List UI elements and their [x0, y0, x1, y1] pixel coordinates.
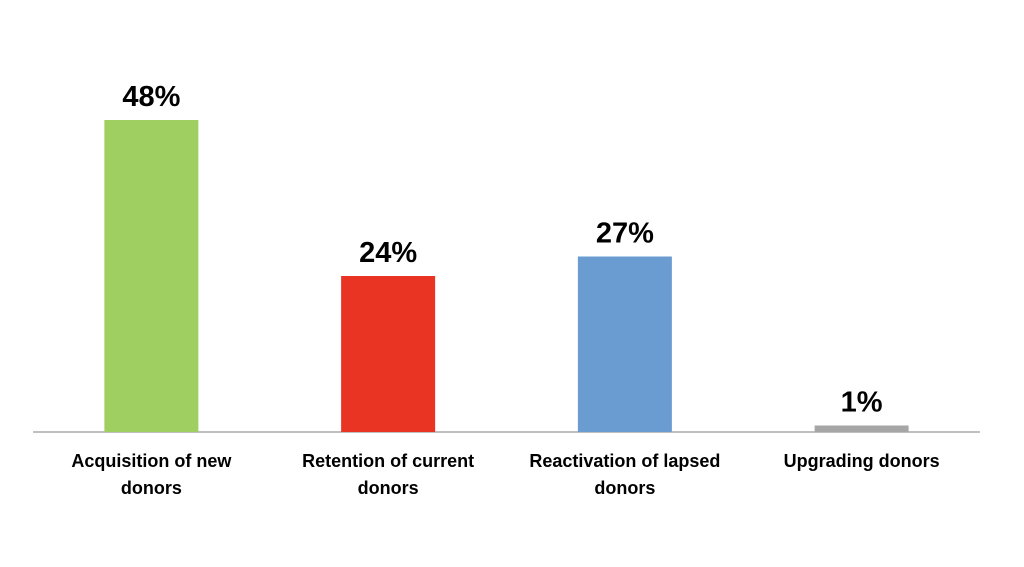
x-tick-label: Reactivation of lapsed donors: [529, 451, 721, 498]
x-tick-label: Upgrading donors: [783, 451, 940, 471]
value-label: 27%: [596, 218, 654, 250]
x-tick-label: Retention of current donors: [302, 451, 475, 498]
bar: [814, 425, 909, 432]
value-label: 24%: [359, 237, 417, 269]
value-label: 1%: [841, 387, 883, 419]
bar: [341, 276, 436, 432]
bar: [104, 120, 199, 432]
bar: [577, 256, 672, 432]
x-tick-label: Acquisition of new donors: [71, 451, 232, 498]
value-label: 48%: [122, 81, 180, 113]
